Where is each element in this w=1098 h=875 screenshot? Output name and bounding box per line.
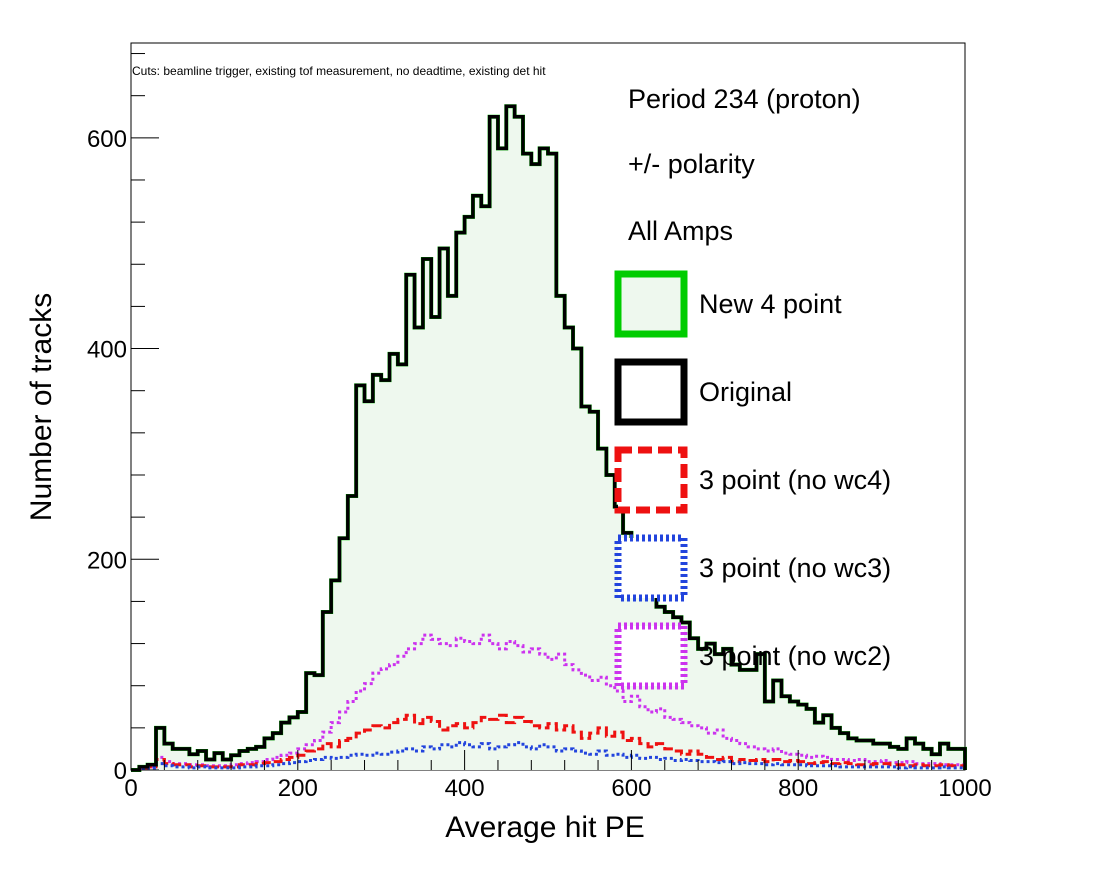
series-fill-new-4-point	[131, 106, 965, 770]
legend-swatch-3-point-no-wc2	[614, 622, 688, 690]
series-line-3-point-no-wc2	[131, 633, 967, 772]
x-tick-label-0: 0	[124, 775, 137, 802]
legend: Period 234 (proton) +/- polarity All Amps N…	[614, 84, 891, 690]
series-line-3-point-no-wc3	[131, 741, 967, 772]
cuts-note: Cuts: beamline trigger, existing tof mea…	[132, 64, 546, 78]
legend-header-3: All Amps	[628, 216, 733, 246]
x-tick-label-800: 800	[778, 775, 818, 802]
y-axis-title: Number of tracks	[25, 293, 58, 521]
legend-header-2: +/- polarity	[628, 149, 755, 179]
x-tick-label-400: 400	[445, 775, 485, 802]
axes-layer: 0 200 400 600 800 1000 0 200 400 600	[87, 53, 992, 802]
y-tick-label-0: 0	[114, 758, 127, 785]
series-line-original	[131, 104, 967, 772]
legend-label-new-4-point: New 4 point	[699, 289, 842, 319]
legend-label-original: Original	[699, 377, 792, 407]
legend-label-3-point-no-wc3: 3 point (no wc3)	[699, 553, 891, 583]
legend-swatch-new-4-point	[614, 270, 688, 338]
x-axis-title: Average hit PE	[445, 811, 645, 844]
y-tick-label-400: 400	[87, 337, 127, 364]
legend-swatch-3-point-no-wc3	[614, 534, 688, 602]
legend-label-3-point-no-wc2: 3 point (no wc2)	[699, 641, 891, 671]
legend-swatch-3-point-no-wc4	[614, 446, 688, 514]
legend-label-3-point-no-wc4: 3 point (no wc4)	[699, 465, 891, 495]
y-tick-label-600: 600	[87, 126, 127, 153]
legend-swatch-original	[614, 358, 688, 426]
legend-header-1: Period 234 (proton)	[628, 84, 861, 114]
x-tick-label-600: 600	[611, 775, 651, 802]
series-layer	[131, 104, 967, 772]
series-line-3-point-no-wc4	[131, 713, 967, 772]
y-tick-label-200: 200	[87, 547, 127, 574]
x-tick-label-200: 200	[278, 775, 318, 802]
x-tick-label-1000: 1000	[938, 775, 991, 802]
